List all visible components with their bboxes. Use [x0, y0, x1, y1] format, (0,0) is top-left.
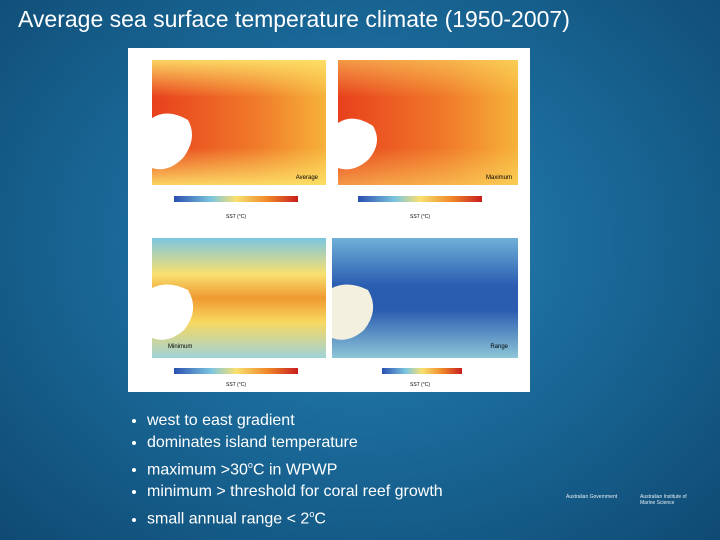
bullet-text: west to east gradient	[147, 412, 295, 429]
bullet-item: maximum >30oC in WPWP	[147, 454, 443, 481]
bullet-text: C in WPWP	[252, 461, 338, 479]
slide-title: Average sea surface temperature climate …	[18, 6, 570, 32]
panel-label: Range	[490, 344, 508, 350]
colorbar-label: SST (°C)	[226, 214, 246, 220]
bullet-text: maximum >30	[147, 461, 248, 479]
bullet-text: minimum > threshold for coral reef growt…	[147, 483, 443, 501]
bullet-list: west to east gradient dominates island te…	[135, 410, 443, 531]
panel-minimum: Minimum SST (°C)	[152, 238, 326, 388]
bullet-item: west to east gradient	[147, 410, 443, 432]
superscript: o	[247, 460, 253, 470]
panel-label: Minimum	[168, 344, 192, 350]
panel-range: Range SST (°C)	[332, 238, 518, 388]
bullet-text: dominates island temperature	[147, 434, 358, 451]
bullet-item: minimum > threshold for coral reef growt…	[147, 481, 443, 503]
bullet-item: small annual range < 2oC	[147, 503, 443, 530]
panel-label: Average	[296, 175, 319, 181]
colorbar-label: SST (°C)	[410, 214, 430, 220]
logo-text: Australian Government	[566, 494, 618, 500]
superscript: o	[309, 509, 315, 520]
colorbar-label: SST (°C)	[226, 382, 246, 388]
panel-average: Average SST (°C)	[152, 60, 326, 220]
logo-text: Australian Institute of Marine Science	[640, 494, 687, 506]
bullet-item: dominates island temperature	[147, 432, 443, 454]
panel-label: Maximum	[486, 175, 512, 181]
bullet-text: C	[314, 510, 326, 528]
panel-maximum: Maximum SST (°C)	[338, 60, 518, 220]
sst-figure: Average SST (°C) Maximum SST (°C) Minimu…	[128, 48, 530, 392]
colorbar-label: SST (°C)	[410, 382, 430, 388]
bullet-text: small annual range < 2	[147, 510, 310, 528]
